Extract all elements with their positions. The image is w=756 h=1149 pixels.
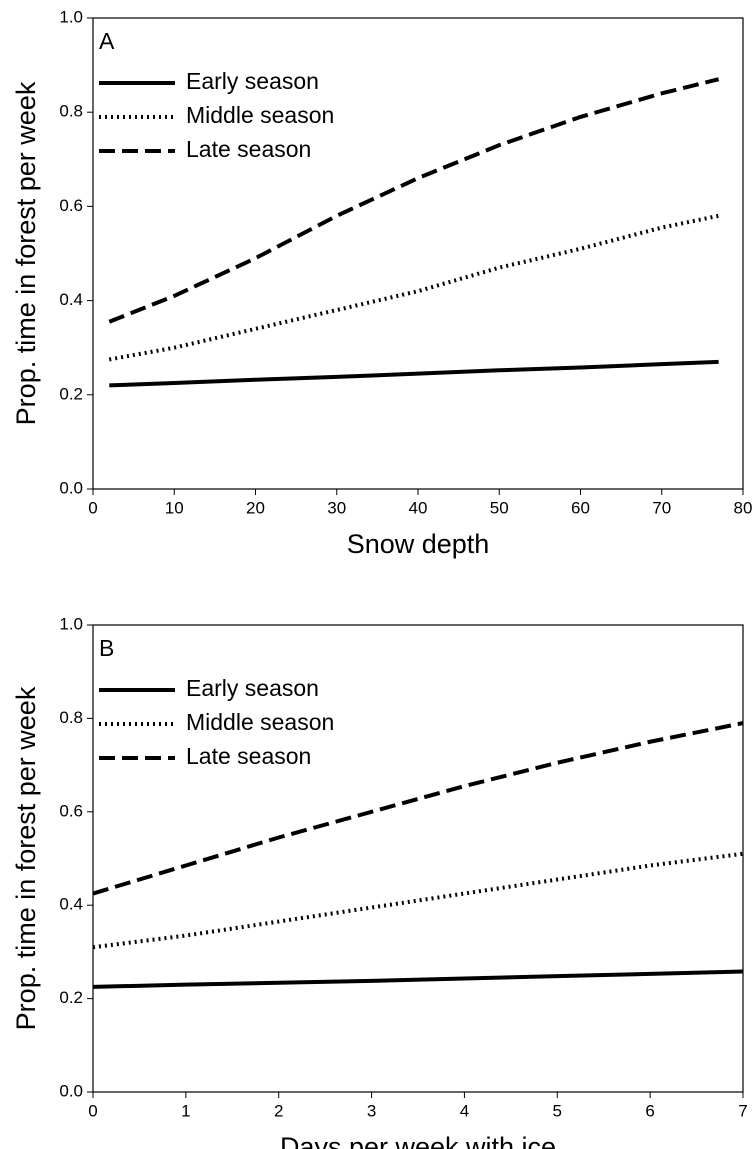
x-tick-label: 0 xyxy=(88,498,97,517)
panel-label: A xyxy=(99,28,115,54)
y-tick-label: 0.8 xyxy=(59,102,83,121)
y-tick-label: 0.6 xyxy=(59,196,83,215)
legend-label: Early season xyxy=(186,68,319,94)
x-tick-label: 1 xyxy=(181,1101,190,1120)
y-tick-label: 0.0 xyxy=(59,478,83,497)
y-tick-label: 0.6 xyxy=(59,801,83,820)
x-tick-label: 10 xyxy=(165,498,184,517)
x-tick-label: 40 xyxy=(409,498,428,517)
y-tick-label: 0.8 xyxy=(59,708,83,727)
x-tick-label: 4 xyxy=(460,1101,469,1120)
legend-label: Middle season xyxy=(186,709,334,735)
y-axis-label: Prop. time in forest per week xyxy=(11,686,41,1030)
x-tick-label: 50 xyxy=(490,498,509,517)
legend-label: Late season xyxy=(186,743,311,769)
plot-frame xyxy=(92,624,744,1093)
panel: 0.0 0.2 0.4 0.6 0.8 1.0 0 10 20 30 40 50 60 70 80 Snow … xyxy=(11,7,752,559)
line-series xyxy=(92,721,744,896)
line-series xyxy=(92,851,744,950)
y-tick-label: 0.2 xyxy=(59,988,83,1007)
x-axis-label: Days per week with ice xyxy=(280,1132,556,1149)
legend-label: Middle season xyxy=(186,102,334,128)
x-tick-label: 80 xyxy=(734,498,753,517)
x-tick-label: 20 xyxy=(246,498,265,517)
line-series xyxy=(92,969,744,989)
y-tick-label: 1.0 xyxy=(59,7,83,26)
x-tick-label: 6 xyxy=(645,1101,654,1120)
y-tick-label: 0.4 xyxy=(59,290,83,309)
panel-label: B xyxy=(99,635,114,661)
x-axis-label: Snow depth xyxy=(347,529,490,559)
x-tick-label: 5 xyxy=(553,1101,562,1120)
y-axis-label: Prop. time in forest per week xyxy=(11,81,41,425)
line-series xyxy=(109,359,719,388)
panel: 0.0 0.2 0.4 0.6 0.8 1.0 0 1 2 3 4 5 6 7 Days per week … xyxy=(11,614,748,1149)
x-tick-label: 30 xyxy=(327,498,346,517)
line-series xyxy=(108,213,720,362)
line-series xyxy=(108,77,720,324)
x-tick-label: 60 xyxy=(571,498,590,517)
legend-label: Early season xyxy=(186,675,319,701)
x-tick-label: 2 xyxy=(274,1101,283,1120)
y-tick-label: 0.2 xyxy=(59,384,83,403)
y-tick-label: 0.4 xyxy=(59,895,83,914)
x-tick-label: 70 xyxy=(652,498,671,517)
x-tick-label: 0 xyxy=(88,1101,97,1120)
y-tick-label: 0.0 xyxy=(59,1081,83,1100)
x-tick-label: 3 xyxy=(367,1101,376,1120)
y-tick-label: 1.0 xyxy=(59,614,83,633)
x-tick-label: 7 xyxy=(738,1101,747,1120)
legend-label: Late season xyxy=(186,136,311,162)
